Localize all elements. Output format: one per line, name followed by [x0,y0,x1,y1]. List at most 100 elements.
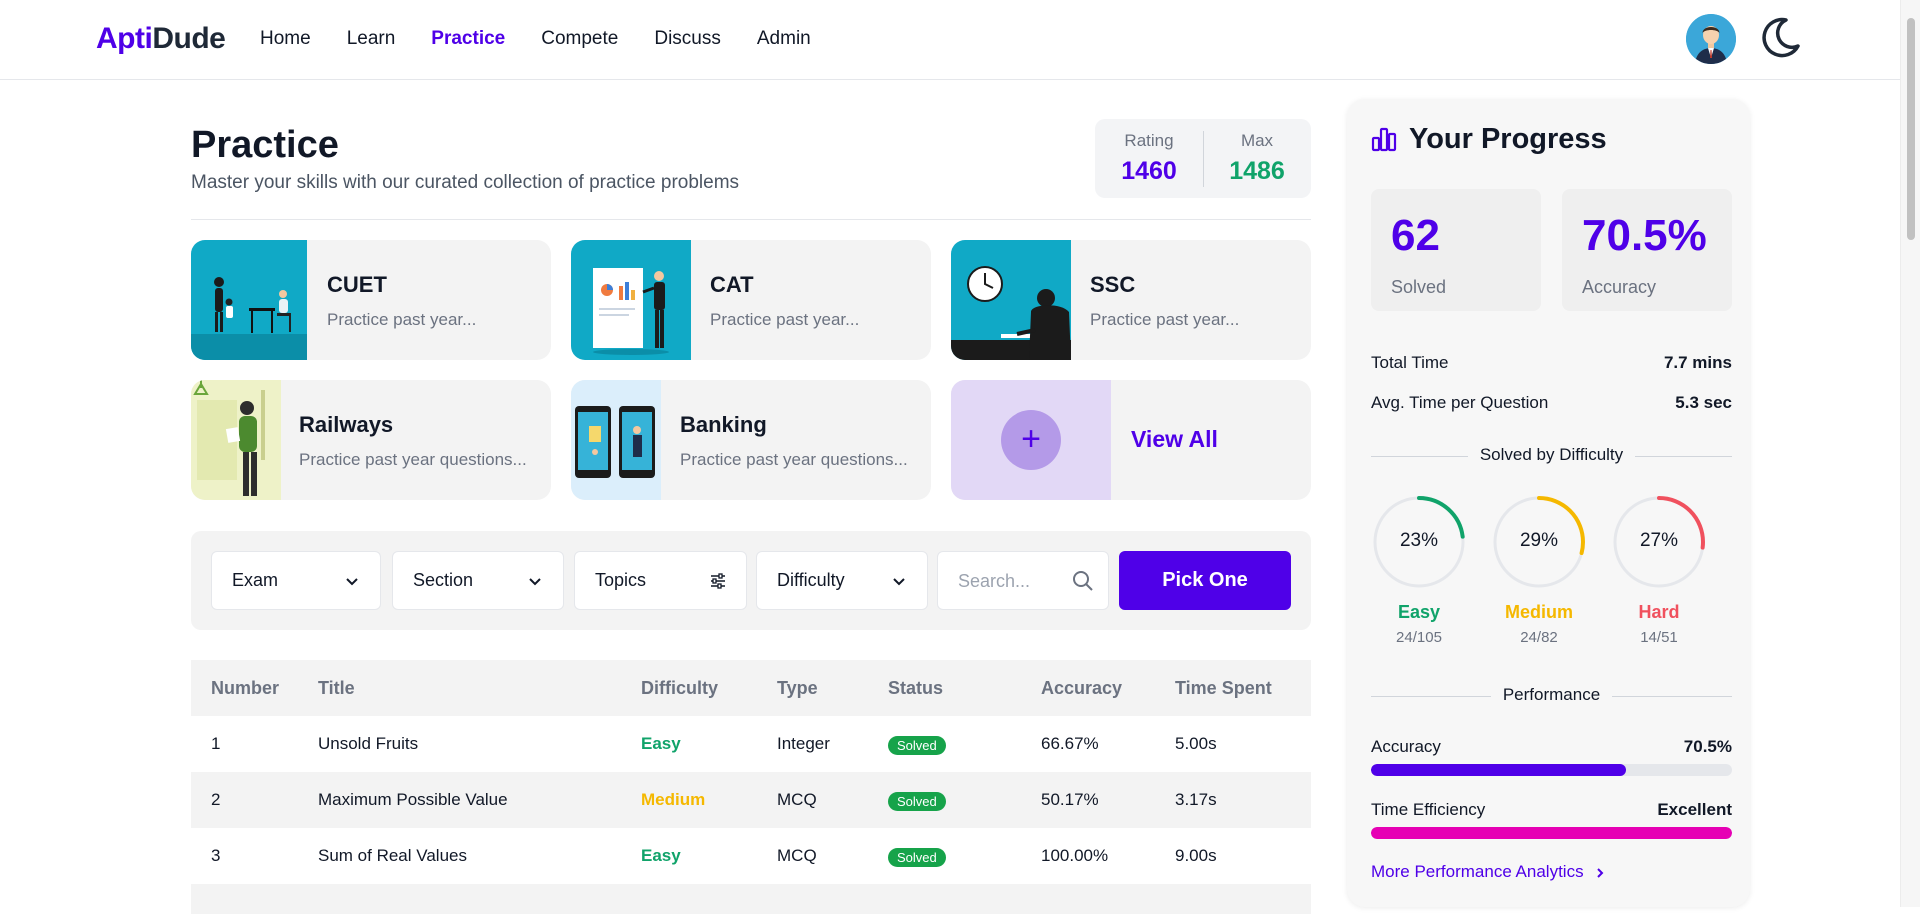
rating-max: Max 1486 [1203,131,1311,186]
topics-filter[interactable]: Topics [574,551,747,610]
perf-accuracy-value: 70.5% [1683,737,1732,756]
card-desc-railways: Practice past year questions... [299,450,527,469]
cell-time: 3.17s [1175,790,1217,809]
scrollbar-thumb[interactable] [1907,18,1915,240]
avatar-icon [1686,14,1736,64]
exam-card-banking[interactable]: Banking Practice past year questions... [571,380,931,500]
nav-compete[interactable]: Compete [541,28,619,49]
efficiency-progress-fill [1371,827,1732,839]
chevron-down-icon [529,578,541,586]
exam-dropdown[interactable]: Exam [211,551,381,610]
cat-illustration-icon [571,240,691,360]
search-input[interactable] [958,568,1068,594]
medium-count: 24/82 [1520,629,1558,646]
medium-ring-chart [1493,496,1585,588]
search-icon[interactable] [1072,570,1094,592]
cell-type: Integer [777,734,830,753]
solved-value: 62 [1391,211,1440,260]
efficiency-progress-bar [1371,827,1732,839]
logo-apti: Apti [96,22,153,55]
col-time-spent[interactable]: Time Spent [1175,678,1272,698]
col-title[interactable]: Title [318,678,355,698]
more-analytics-link[interactable]: More Performance Analytics [1371,862,1606,882]
performance-heading: Performance [1371,685,1732,707]
view-all-card[interactable]: + View All [951,380,1311,500]
col-number[interactable]: Number [211,678,280,698]
app-logo[interactable]: AptiDude [96,22,226,56]
avg-time-value: 5.3 sec [1675,393,1732,412]
topics-filter-label: Topics [595,570,647,590]
user-avatar[interactable] [1686,14,1736,64]
col-status[interactable]: Status [888,678,944,698]
exam-card-railways[interactable]: Railways Practice past year questions... [191,380,551,500]
cell-number: 1 [211,734,221,753]
status-badge: Solved [888,792,946,811]
table-row[interactable]: 2 Maximum Possible Value Medium MCQ Solv… [191,772,1311,828]
cell-accuracy: 66.67% [1041,734,1099,753]
exam-card-cat[interactable]: CAT Practice past year... [571,240,931,360]
cell-type: MCQ [777,790,817,809]
banking-illustration-icon [571,380,661,500]
col-accuracy[interactable]: Accuracy [1041,678,1123,698]
cell-accuracy: 50.17% [1041,790,1099,809]
table-header: Number Title Difficulty Type Status Accu… [191,660,1311,716]
solved-label: Solved [1391,277,1447,297]
sliders-icon [711,573,725,589]
exam-card-cuet[interactable]: CUET Practice past year... [191,240,551,360]
nav-admin[interactable]: Admin [756,28,811,49]
exam-card-ssc[interactable]: SSC Practice past year... [951,240,1311,360]
nav-learn[interactable]: Learn [346,28,396,49]
nav-home[interactable]: Home [260,28,311,49]
total-time-label: Total Time [1371,353,1449,372]
total-time-value: 7.7 mins [1663,353,1732,372]
efficiency-label: Time Efficiency [1371,800,1486,819]
logo-dude: Dude [152,22,226,55]
top-navbar: AptiDude Home Learn Practice Compete Dis… [0,0,1900,80]
section-dropdown[interactable]: Section [392,551,564,610]
card-desc-cat: Practice past year... [710,310,860,329]
more-analytics-text: More Performance Analytics [1371,862,1584,881]
chevron-down-icon [893,578,905,586]
header-divider [191,219,1311,220]
cell-title[interactable]: Maximum Possible Value [318,790,508,809]
chevron-right-icon [1597,867,1604,878]
easy-label: Easy [1397,602,1441,622]
rating-divider [1203,131,1204,187]
pick-one-button[interactable]: Pick One [1119,551,1291,610]
progress-panel: Your Progress 62 Solved 70.5% Accuracy T… [1347,99,1750,907]
perf-accuracy-label: Accuracy [1371,737,1441,756]
theme-toggle-moon-icon[interactable] [1758,14,1804,60]
efficiency-row: Time Efficiency Excellent [1371,800,1732,820]
card-desc-ssc: Practice past year... [1090,310,1240,329]
easy-count: 24/105 [1396,629,1442,646]
col-difficulty[interactable]: Difficulty [641,678,719,698]
page-scrollbar[interactable] [1900,0,1920,907]
cell-title[interactable]: Sum of Real Values [318,846,467,865]
difficulty-dropdown[interactable]: Difficulty [756,551,928,610]
page-title: Practice [191,124,339,166]
easy-ring-chart [1373,496,1465,588]
difficulty-heading: Solved by Difficulty [1371,445,1732,467]
search-box[interactable] [937,551,1109,610]
table-row[interactable]: 3 Sum of Real Values Easy MCQ Solved 100… [191,828,1311,884]
medium-percent: 29% [1519,530,1559,551]
status-badge: Solved [888,848,946,867]
table-row[interactable]: 1 Unsold Fruits Easy Integer Solved 66.6… [191,716,1311,772]
col-type[interactable]: Type [777,678,818,698]
avg-time-label: Avg. Time per Question [1371,393,1549,412]
card-title-ssc: SSC [1090,272,1136,297]
accuracy-progress-bar [1371,764,1732,776]
nav-discuss[interactable]: Discuss [654,28,721,49]
section-dropdown-label: Section [413,570,474,590]
hard-ring-chart [1613,496,1705,588]
cell-title[interactable]: Unsold Fruits [318,734,419,753]
accuracy-value: 70.5% [1582,211,1707,260]
nav-links: Home Learn Practice Compete Discuss Admi… [260,28,847,50]
view-all-link[interactable]: View All [1131,426,1218,452]
cell-accuracy: 100.00% [1041,846,1109,865]
max-value: 1486 [1229,157,1285,185]
max-label: Max [1240,131,1274,150]
nav-practice[interactable]: Practice [431,28,506,49]
difficulty-heading-text: Solved by Difficulty [1467,445,1636,464]
avg-time-row: Avg. Time per Question 5.3 sec [1371,393,1732,413]
